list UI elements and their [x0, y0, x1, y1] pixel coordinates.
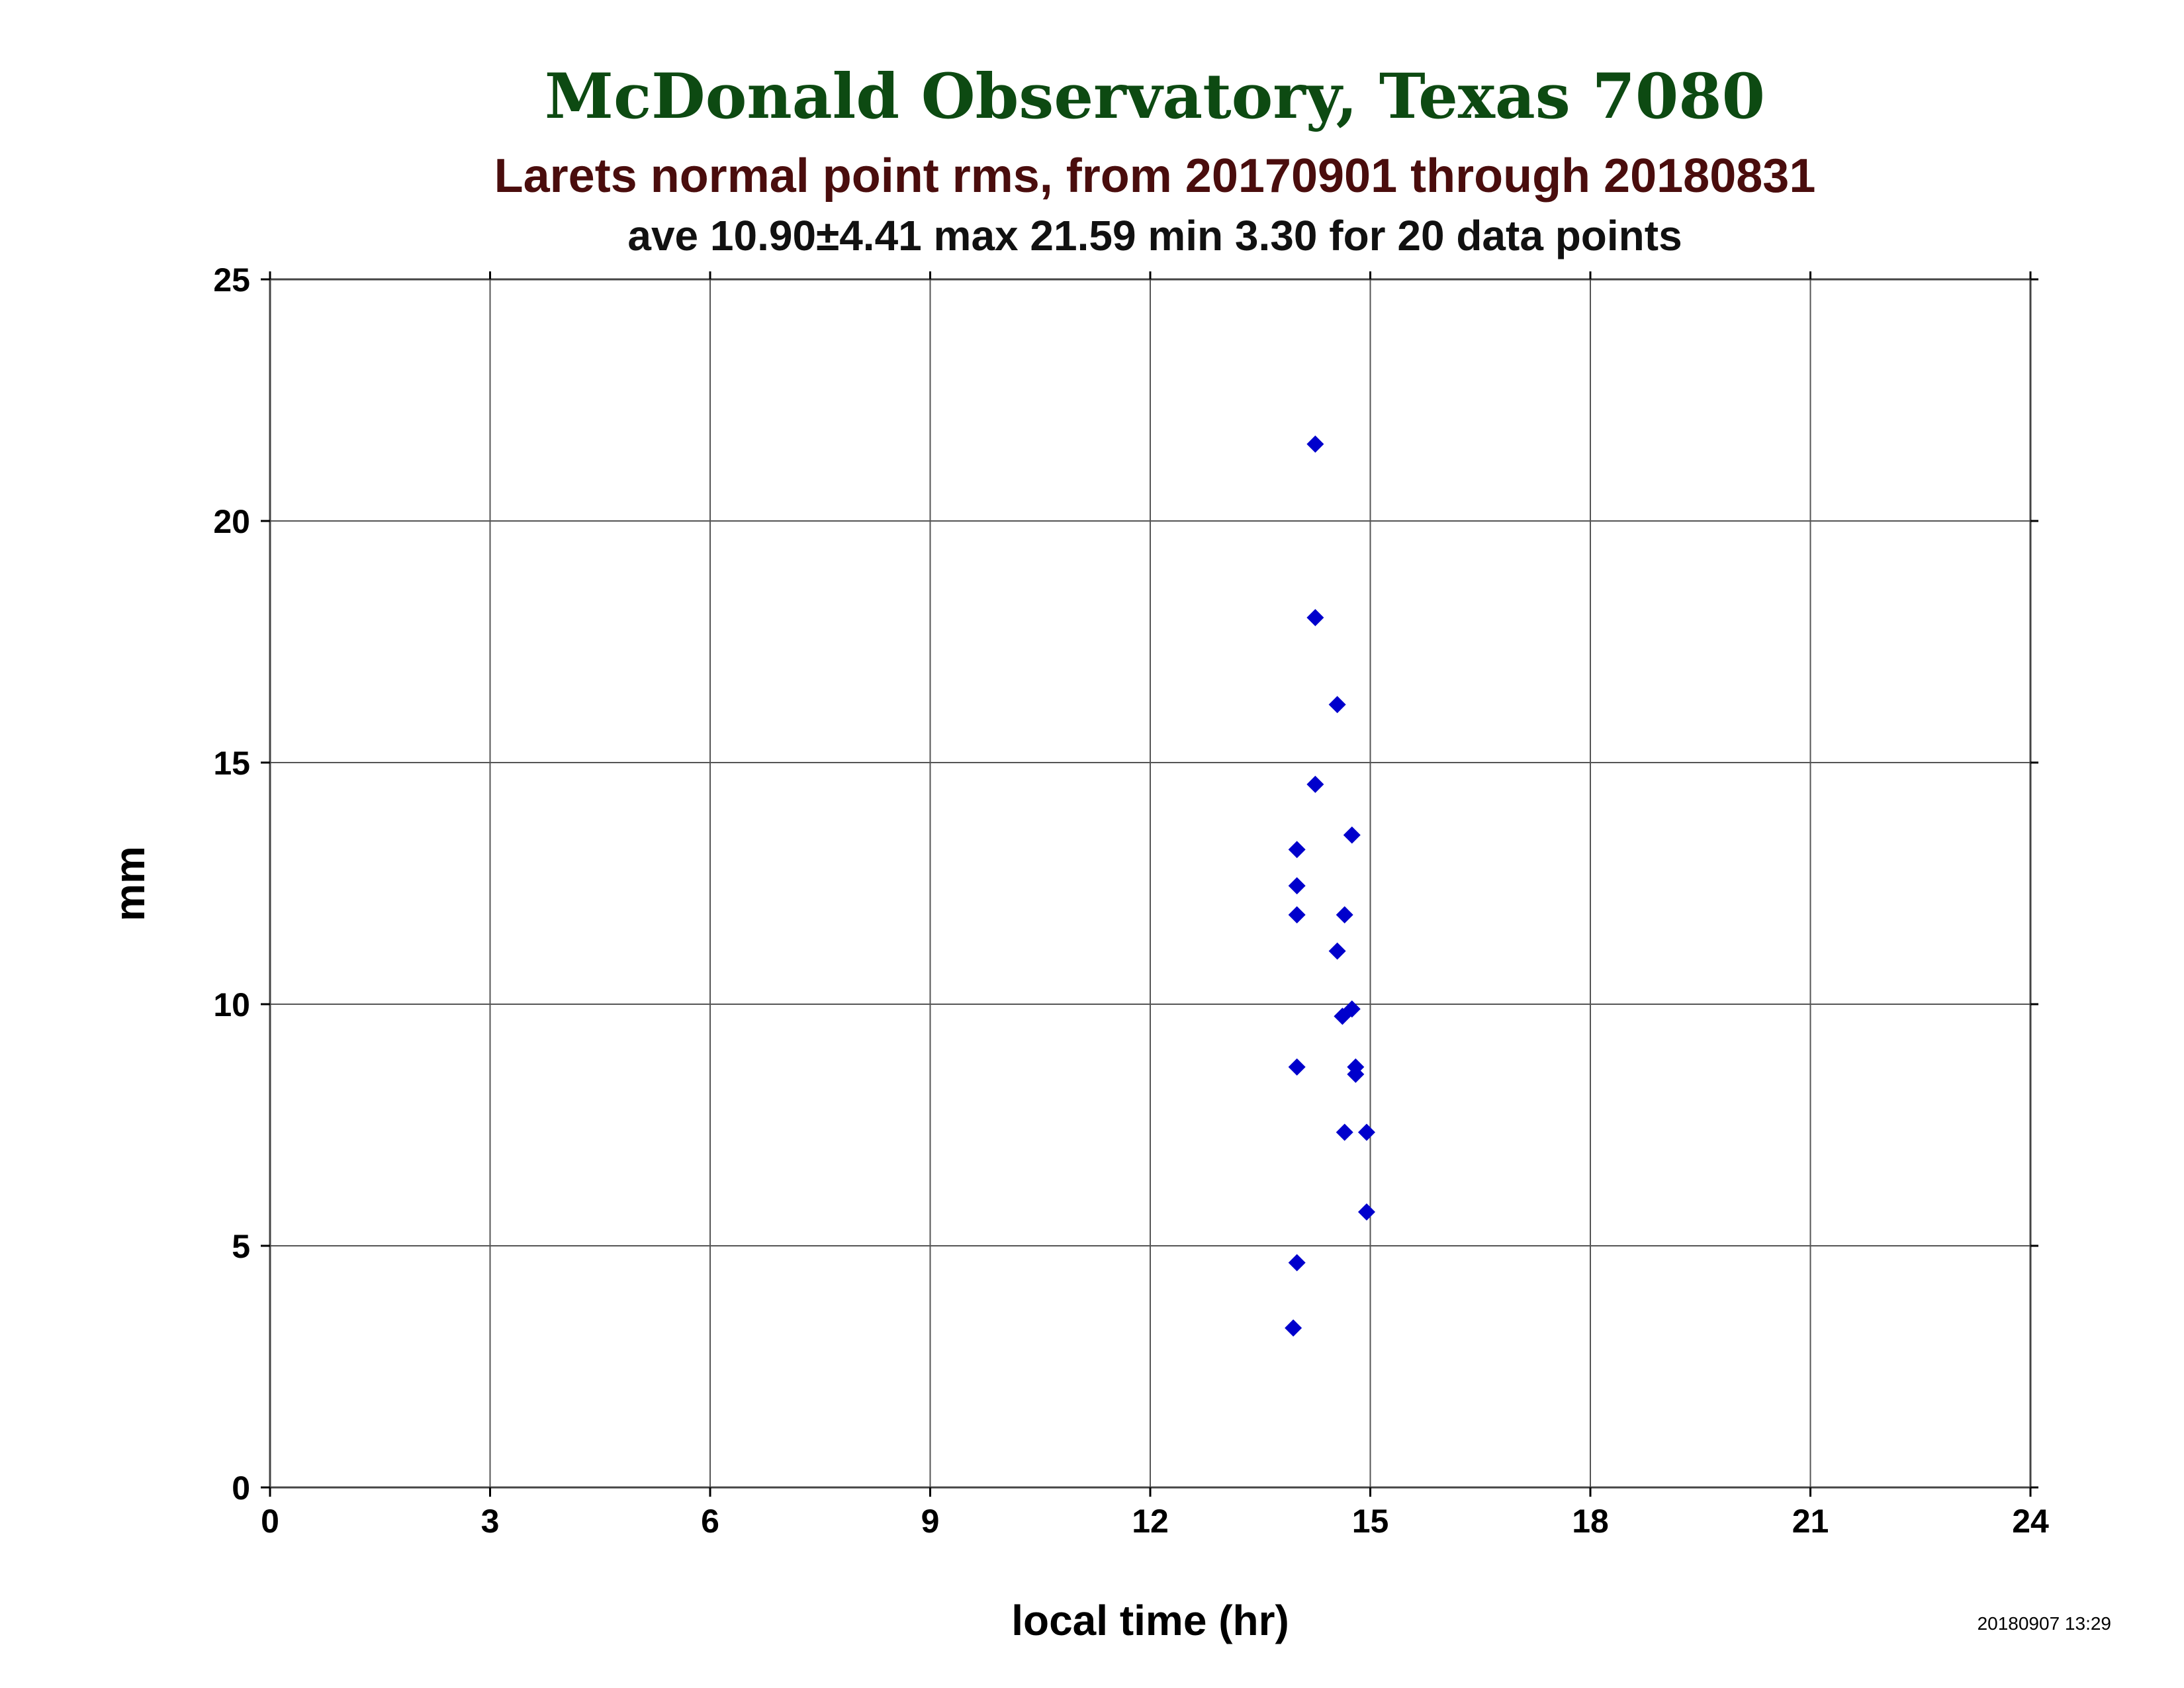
- x-tick-label: 3: [481, 1503, 500, 1540]
- data-point: [1306, 775, 1324, 793]
- data-point: [1328, 942, 1346, 960]
- data-point: [1328, 696, 1346, 714]
- chart-title: McDonald Observatory, Texas 7080: [545, 60, 1765, 133]
- data-point: [1285, 1319, 1302, 1337]
- data-point: [1357, 1203, 1375, 1221]
- y-tick-label: 5: [232, 1228, 250, 1265]
- data-point: [1357, 1123, 1375, 1141]
- data-point: [1334, 1008, 1351, 1025]
- data-point: [1288, 841, 1306, 859]
- x-tick-label: 0: [261, 1503, 279, 1540]
- x-tick-label: 9: [921, 1503, 940, 1540]
- data-point: [1306, 609, 1324, 626]
- y-tick-label: 25: [213, 261, 250, 299]
- x-axis-label: local time (hr): [1011, 1597, 1289, 1644]
- data-point: [1336, 1123, 1353, 1141]
- y-tick-label: 15: [213, 745, 250, 782]
- data-point: [1343, 826, 1361, 844]
- chart-stats: ave 10.90±4.41 max 21.59 min 3.30 for 20…: [627, 212, 1682, 259]
- data-point: [1288, 877, 1306, 895]
- data-point: [1288, 906, 1306, 923]
- x-tick-label: 12: [1132, 1503, 1169, 1540]
- x-tick-label: 18: [1572, 1503, 1609, 1540]
- y-tick-label: 0: [232, 1470, 250, 1507]
- x-tick-label: 21: [1792, 1503, 1829, 1540]
- timestamp: 20180907 13:29: [1978, 1613, 2111, 1634]
- data-point: [1336, 906, 1353, 923]
- y-tick-label: 20: [213, 503, 250, 540]
- x-tick-labels: 0 3 6 9 12 15 18 21 24: [261, 1503, 2049, 1540]
- chart-subtitle: Larets normal point rms, from 20170901 t…: [494, 150, 1816, 203]
- y-tick-labels: 0 5 10 15 20 25: [213, 261, 250, 1507]
- data-point: [1306, 435, 1324, 453]
- x-tick-label: 15: [1352, 1503, 1389, 1540]
- data-points: [1285, 435, 1375, 1337]
- x-tick-label: 6: [701, 1503, 719, 1540]
- data-point: [1347, 1065, 1365, 1083]
- x-tick-label: 24: [2012, 1503, 2049, 1540]
- y-axis-label: mm: [106, 846, 154, 921]
- axis-ticks: [261, 271, 2038, 1497]
- data-point: [1288, 1254, 1306, 1272]
- grid-lines: [270, 279, 2030, 1487]
- data-point: [1288, 1058, 1306, 1076]
- y-tick-label: 10: [213, 986, 250, 1023]
